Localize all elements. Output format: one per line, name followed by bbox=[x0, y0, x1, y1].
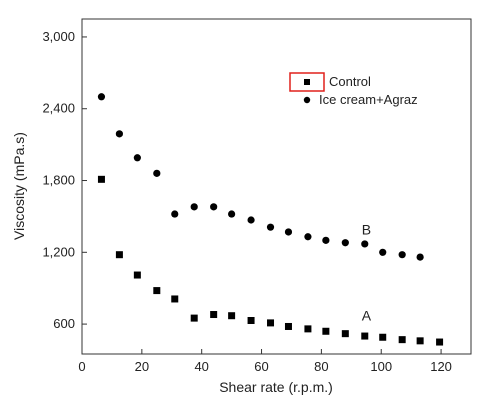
x-tick-label: 0 bbox=[78, 359, 85, 374]
ice-cream-agraz-point bbox=[228, 210, 236, 218]
ice-cream-agraz-point bbox=[416, 253, 424, 261]
control-point bbox=[341, 330, 349, 338]
ice-cream-agraz-point bbox=[133, 154, 141, 162]
ice-cream-agraz-point bbox=[379, 248, 387, 256]
data-marks bbox=[97, 93, 444, 346]
control-point bbox=[171, 295, 179, 303]
y-axis-ticks: 600 1,200 1,800 2,400 3,000 bbox=[42, 29, 87, 331]
ice-cream-agraz-point bbox=[398, 251, 406, 259]
ice-cream-agraz-point bbox=[210, 203, 218, 211]
legend-highlight-box bbox=[289, 72, 325, 92]
control-point bbox=[379, 333, 387, 341]
control-point bbox=[115, 251, 123, 259]
x-tick-label: 40 bbox=[194, 359, 208, 374]
control-point bbox=[267, 319, 275, 327]
x-tick-label: 100 bbox=[370, 359, 392, 374]
control-point bbox=[133, 271, 141, 279]
control-point bbox=[210, 311, 218, 319]
x-axis-label: Shear rate (r.p.m.) bbox=[219, 379, 333, 395]
x-tick-label: 120 bbox=[430, 359, 452, 374]
y-tick-label: 600 bbox=[53, 316, 75, 331]
y-tick-label: 3,000 bbox=[42, 29, 75, 44]
ice-cream-agraz-point bbox=[361, 240, 369, 248]
control-point bbox=[247, 317, 255, 324]
legend-agraz-label: Ice cream+Agraz bbox=[319, 92, 418, 107]
control-point bbox=[153, 287, 161, 295]
curve-annotation: B bbox=[362, 221, 371, 237]
control-point bbox=[97, 175, 105, 183]
legend-control-marker bbox=[304, 79, 310, 85]
ice-cream-agraz-point bbox=[266, 223, 275, 231]
ice-cream-agraz-point bbox=[190, 203, 198, 211]
control-point bbox=[304, 325, 312, 333]
legend-agraz-marker bbox=[303, 96, 311, 104]
x-tick-label: 60 bbox=[254, 359, 268, 374]
annotations: BA bbox=[362, 221, 372, 323]
ice-cream-agraz-point bbox=[171, 210, 179, 218]
control-point bbox=[228, 312, 236, 320]
y-tick-label: 2,400 bbox=[42, 101, 75, 116]
ice-cream-agraz-point bbox=[97, 93, 106, 101]
ice-cream-agraz-point bbox=[304, 233, 312, 241]
control-point bbox=[190, 314, 198, 322]
x-tick-label: 20 bbox=[135, 359, 149, 374]
y-tick-label: 1,800 bbox=[42, 173, 75, 188]
x-tick-label: 80 bbox=[314, 359, 328, 374]
ice-cream-agraz-point bbox=[322, 236, 330, 244]
y-axis-label: Viscosity (mPa.s) bbox=[11, 132, 27, 240]
control-point bbox=[416, 337, 424, 345]
ice-cream-agraz-point bbox=[247, 216, 255, 224]
control-point bbox=[322, 327, 330, 335]
ice-cream-agraz-point bbox=[115, 130, 124, 138]
legend-control-label: Control bbox=[329, 74, 371, 89]
ice-cream-agraz-point bbox=[284, 228, 293, 236]
plot-frame bbox=[81, 18, 472, 355]
curve-annotation: A bbox=[362, 308, 372, 324]
control-point bbox=[436, 338, 444, 346]
control-point bbox=[284, 322, 292, 330]
x-axis-ticks: 0 20 40 60 80 100 120 bbox=[78, 349, 452, 374]
control-point bbox=[398, 336, 406, 344]
control-point bbox=[361, 332, 369, 340]
y-tick-label: 1,200 bbox=[42, 244, 75, 259]
legend: Control Ice cream+Agraz bbox=[289, 72, 418, 107]
ice-cream-agraz-point bbox=[341, 239, 349, 247]
ice-cream-agraz-point bbox=[153, 169, 161, 177]
